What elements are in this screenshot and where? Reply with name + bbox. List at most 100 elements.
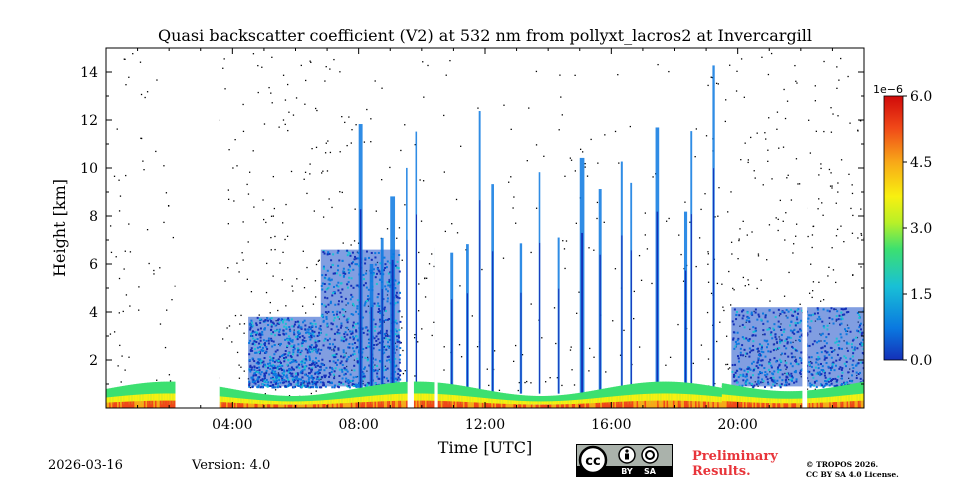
aerosol-pixel <box>773 370 776 373</box>
noise-speck <box>579 148 582 150</box>
colorbar-ticks: 0.01.53.04.56.0 <box>903 89 932 369</box>
bl-yellow <box>811 398 814 405</box>
bl-green <box>537 395 540 405</box>
bl-red <box>110 402 113 408</box>
aerosol-pixel <box>790 352 793 355</box>
bl-yellow <box>788 398 791 405</box>
aerosol-pixel <box>737 357 740 360</box>
bl-red <box>628 401 631 408</box>
bl-red <box>325 403 328 408</box>
bl-yellow <box>355 397 358 405</box>
noise-speck <box>118 210 121 212</box>
aerosol-pixel <box>796 331 799 334</box>
aerosol-pixel <box>845 341 848 344</box>
aerosol-pixel <box>769 358 772 361</box>
bl-green <box>496 391 499 405</box>
aerosol-pixel <box>283 358 286 361</box>
bl-yellow <box>860 393 863 405</box>
bl-yellow <box>358 396 361 405</box>
bl-red <box>854 401 857 408</box>
aerosol-pixel <box>396 282 399 285</box>
bl-yellow <box>800 398 803 405</box>
aerosol-pixel <box>271 384 274 387</box>
aerosol-pixel <box>796 349 799 352</box>
aerosol-pixel <box>834 377 837 380</box>
bl-red <box>665 400 668 408</box>
bl-yellow <box>516 400 519 405</box>
cloud-core <box>599 254 601 394</box>
bl-red <box>167 400 170 408</box>
bl-green <box>287 395 290 405</box>
bl-yellow <box>503 399 507 405</box>
bl-green <box>665 381 668 405</box>
bl-green <box>533 395 537 405</box>
noise-speck <box>751 231 753 233</box>
bl-yellow <box>767 398 770 405</box>
bl-yellow <box>641 394 644 405</box>
bl-green <box>739 386 742 405</box>
aerosol-pixel <box>382 307 385 310</box>
aerosol-pixel <box>376 375 379 378</box>
noise-speck <box>247 193 250 195</box>
data-gap <box>802 48 808 408</box>
bl-green <box>470 387 473 405</box>
aerosol-pixel <box>326 322 329 325</box>
colorbar-tick-label: 3.0 <box>910 221 932 237</box>
aerosol-pixel <box>826 383 829 386</box>
noise-speck <box>563 248 566 250</box>
bl-green <box>170 381 173 405</box>
aerosol-pixel <box>314 383 317 386</box>
bl-red <box>376 401 379 408</box>
noise-speck <box>144 96 146 99</box>
bl-yellow <box>456 395 459 405</box>
bl-green <box>529 395 532 405</box>
bl-green <box>387 383 390 405</box>
aerosol-pixel <box>305 380 308 383</box>
noise-speck <box>305 312 307 314</box>
noise-speck <box>596 217 598 220</box>
noise-speck <box>309 60 311 62</box>
bl-green <box>278 395 281 405</box>
aerosol-pixel <box>282 372 285 375</box>
aerosol-pixel <box>757 347 760 350</box>
bl-yellow <box>616 396 619 405</box>
aerosol-pixel <box>746 370 749 373</box>
bl-green <box>852 383 856 405</box>
aerosol-pixel <box>335 353 338 356</box>
aerosol-pixel <box>849 357 852 360</box>
bl-red <box>246 403 249 408</box>
bl-green <box>573 393 576 405</box>
aerosol-pixel <box>341 363 344 366</box>
aerosol-pixel <box>352 376 355 379</box>
aerosol-pixel <box>253 331 256 334</box>
aerosol-pixel <box>844 330 847 333</box>
bl-red <box>661 400 664 408</box>
bl-green <box>581 392 584 405</box>
aerosol-pixel <box>377 338 380 341</box>
aerosol-pixel <box>774 381 777 384</box>
noise-speck <box>513 196 515 198</box>
aerosol-pixel <box>757 376 760 379</box>
bl-green <box>418 381 421 405</box>
aerosol-pixel <box>860 334 863 337</box>
bl-yellow <box>143 394 146 405</box>
noise-speck <box>612 320 614 322</box>
noise-speck <box>271 102 273 104</box>
aerosol-pixel <box>322 265 325 268</box>
aerosol-pixel <box>345 360 348 363</box>
aerosol-pixel <box>335 272 338 275</box>
aerosol-pixel <box>349 330 352 333</box>
bl-red <box>137 401 140 408</box>
aerosol-pixel <box>277 322 280 325</box>
noise-speck <box>287 83 289 86</box>
bl-red <box>748 402 751 408</box>
aerosol-pixel <box>748 338 751 341</box>
bl-green <box>751 388 754 405</box>
noise-speck <box>820 167 822 170</box>
bl-red <box>500 403 503 408</box>
bl-green <box>510 394 513 405</box>
bl-red <box>799 403 802 408</box>
noise-speck <box>530 251 532 254</box>
aerosol-pixel <box>255 333 258 336</box>
aerosol-pixel <box>310 386 313 389</box>
